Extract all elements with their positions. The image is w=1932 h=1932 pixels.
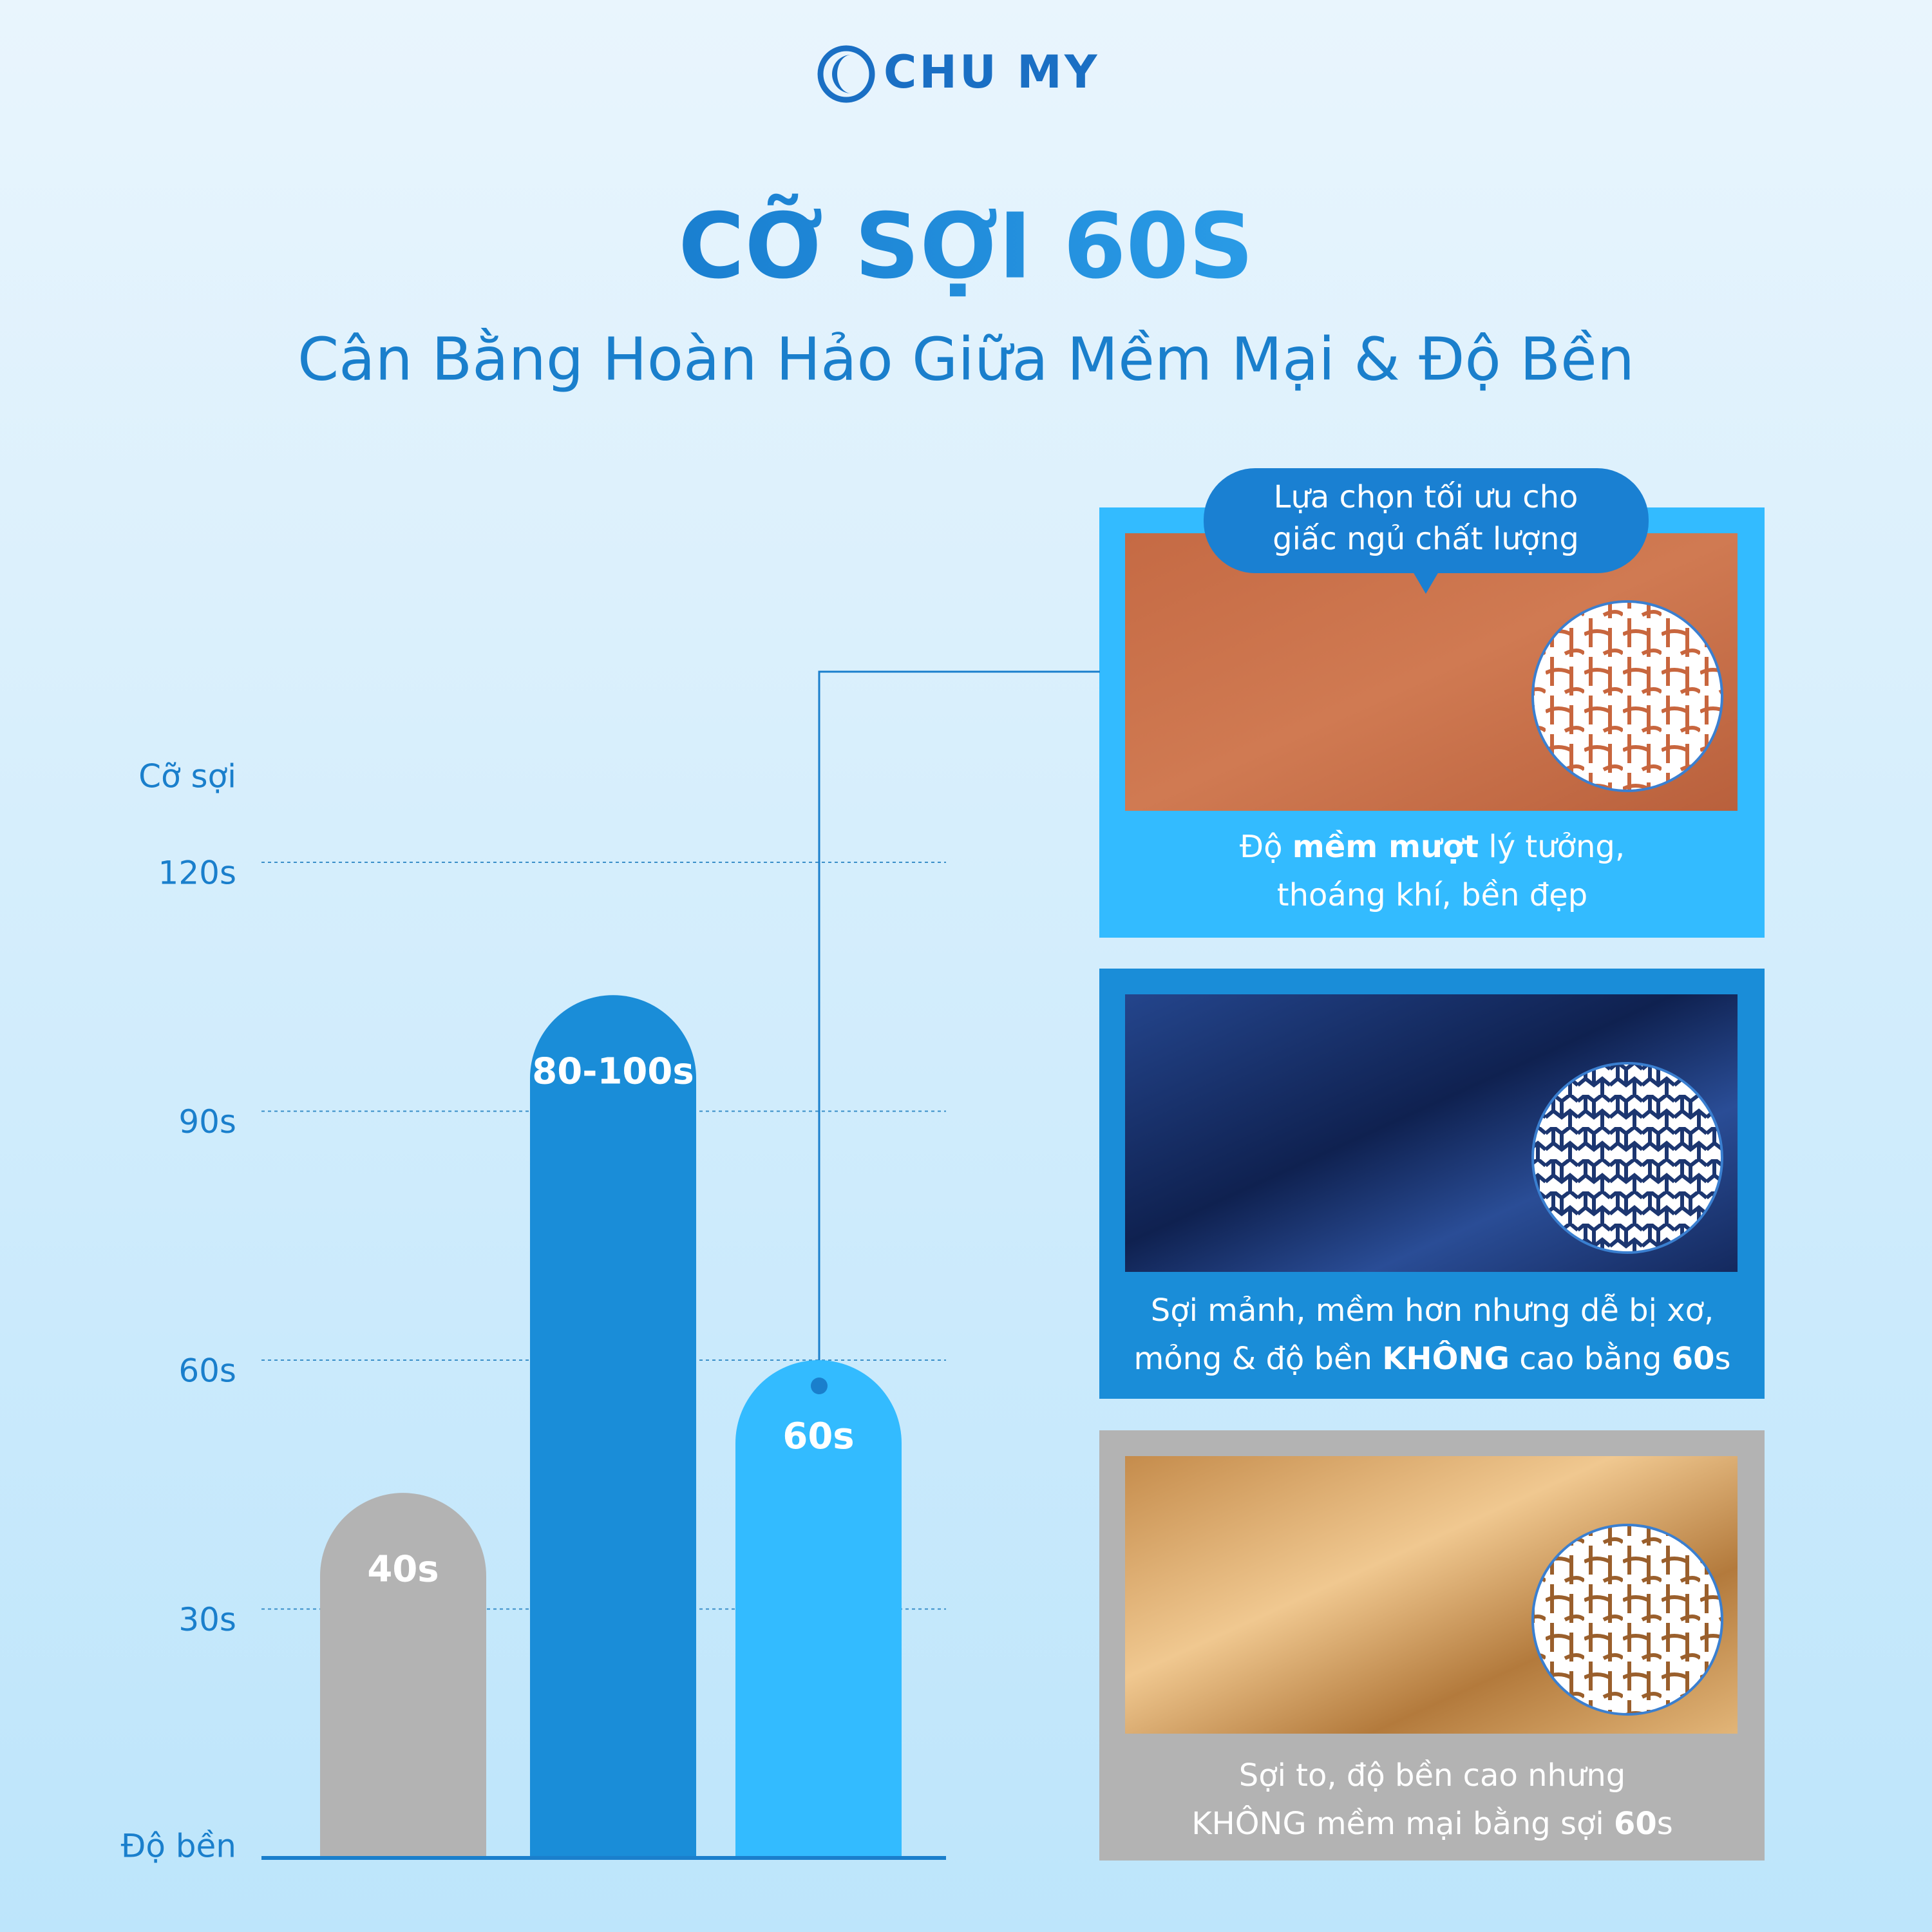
caption-segment: 60 <box>1672 1341 1715 1377</box>
caption-segment: 60 <box>1614 1806 1657 1842</box>
cards: Độ mềm mượt lý tưởng, thoáng khí, bền đẹp… <box>1099 507 1765 1861</box>
caption-segment: lý tưởng, <box>1479 829 1625 865</box>
y-tick-label: 90s <box>178 1103 236 1141</box>
caption-segment: KHÔNG <box>1382 1340 1510 1377</box>
caption-segment: s <box>1714 1341 1730 1377</box>
chart: Cỡ sợi Độ bền 30s 60s 90s 120s 40s 80-100s 60s <box>121 758 946 1865</box>
card-caption: Sợi mảnh, mềm hơn nhưng dễ bị xơ, <box>1151 1293 1714 1329</box>
badge-text: Lựa chọn tối ưu cho <box>1274 479 1578 515</box>
card-caption: thoáng khí, bền đẹp <box>1277 877 1587 913</box>
title: CỠ SỢI 60S <box>678 193 1253 299</box>
card-caption: Độ mềm mượt lý tưởng, <box>1240 829 1625 865</box>
bar <box>735 1360 902 1858</box>
caption-segment: thoáng khí, bền đẹp <box>1277 877 1587 913</box>
badge-shape <box>1204 468 1649 573</box>
caption-segment: cao bằng <box>1510 1341 1672 1377</box>
brand: CHU MY <box>884 46 1100 99</box>
caption-segment: s <box>1657 1806 1673 1842</box>
bar-label: 80-100s <box>532 1050 694 1092</box>
logo-crescent <box>832 55 851 93</box>
caption-segment: Độ <box>1240 829 1293 865</box>
weave-detail <box>1531 600 1723 792</box>
logo-mark <box>817 45 875 103</box>
caption-segment: KHÔNG mềm mại bằng sợi <box>1191 1805 1614 1842</box>
card-caption: mỏng & độ bền KHÔNG cao bằng 60s <box>1133 1340 1730 1377</box>
weave-detail <box>1531 1062 1723 1254</box>
bar <box>530 995 696 1858</box>
x-axis-label: Độ bền <box>121 1828 236 1865</box>
weave-detail <box>1531 1524 1723 1716</box>
bar-label: 60s <box>782 1416 854 1457</box>
subtitle: Cân Bằng Hoàn Hảo Giữa Mềm Mại & Độ Bền <box>298 325 1634 393</box>
card-caption: KHÔNG mềm mại bằng sợi 60s <box>1191 1805 1673 1842</box>
caption-segment: mềm mượt <box>1293 829 1479 865</box>
badge: Lựa chọn tối ưu cho giấc ngủ chất lượng <box>1204 468 1649 594</box>
badge-text: giấc ngủ chất lượng <box>1273 521 1579 557</box>
connector <box>818 670 1100 1386</box>
card-caption: Sợi to, độ bền cao nhưng <box>1239 1757 1626 1794</box>
caption-segment: mỏng & độ bền <box>1133 1341 1382 1377</box>
caption-segment: Sợi mảnh, mềm hơn nhưng dễ bị xơ, <box>1151 1293 1714 1329</box>
bar-label: 40s <box>367 1548 439 1590</box>
badge-pointer <box>1413 572 1439 594</box>
bar <box>320 1493 486 1858</box>
connector-dot <box>811 1378 828 1394</box>
y-tick-label: 30s <box>178 1601 236 1638</box>
y-tick-label: 60s <box>178 1352 236 1390</box>
logo: CHU MY <box>817 45 1100 103</box>
y-axis-label: Cỡ sợi <box>138 758 236 795</box>
y-tick-label: 120s <box>158 855 236 892</box>
caption-segment: Sợi to, độ bền cao nhưng <box>1239 1757 1626 1794</box>
